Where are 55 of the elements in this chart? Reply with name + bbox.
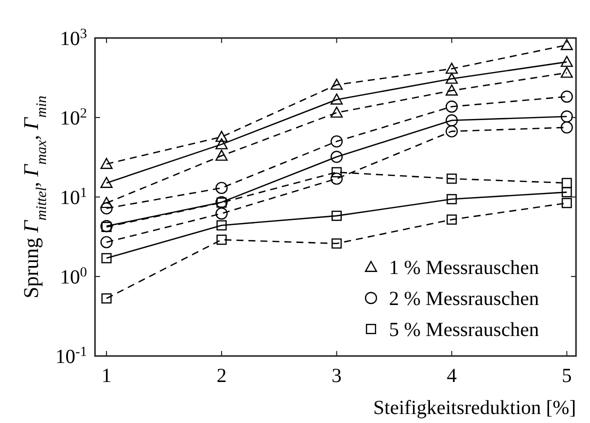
point [216, 234, 227, 245]
point [215, 207, 228, 220]
point [562, 198, 572, 208]
x-axis-title: Steifigkeitsreduktion [%] [373, 397, 576, 419]
point [446, 125, 458, 138]
legend-label: 2 % Messrauschen [389, 288, 539, 310]
point [332, 167, 342, 178]
y-tick-label: 10$^{0}$ [60, 265, 87, 288]
point [562, 187, 572, 198]
point [446, 62, 458, 74]
y-tick-label: 10$^{2}$ [60, 106, 87, 130]
point [446, 72, 458, 84]
point [560, 66, 573, 78]
point [100, 236, 113, 248]
point [101, 293, 112, 304]
point [332, 210, 342, 221]
y-tick-label: 10$^{-1}$ [55, 344, 87, 368]
point [446, 214, 457, 225]
point [100, 158, 113, 170]
point [560, 38, 573, 50]
point [446, 100, 458, 113]
point [560, 110, 573, 123]
x-tick-label: 5 [562, 365, 572, 387]
point [215, 130, 228, 142]
point [446, 174, 457, 184]
point [330, 78, 343, 90]
point [215, 138, 228, 150]
point [330, 150, 343, 163]
point [216, 220, 227, 230]
point [560, 121, 573, 134]
point [330, 172, 343, 185]
y-tick-label: 10$^{3}$ [60, 26, 87, 50]
legend-label: 1 % Messrauschen [389, 257, 539, 279]
x-tick-label: 3 [332, 365, 342, 387]
point [560, 56, 573, 67]
point [446, 84, 458, 96]
point [562, 178, 572, 188]
point [215, 182, 228, 194]
point [100, 196, 113, 208]
point [330, 135, 343, 148]
point [446, 194, 457, 204]
x-tick-label: 2 [216, 365, 227, 387]
point [330, 106, 343, 118]
point [215, 150, 228, 161]
point [330, 93, 343, 105]
point [101, 253, 112, 264]
point [100, 202, 113, 214]
y-tick-label: 10$^{1}$ [60, 186, 87, 209]
legend-label: 5 % Messrauschen [389, 319, 539, 341]
point [100, 176, 113, 188]
point [560, 90, 573, 103]
x-tick-label: 1 [102, 365, 112, 387]
point [446, 114, 458, 126]
point [332, 238, 342, 249]
x-tick-label: 4 [446, 365, 457, 387]
